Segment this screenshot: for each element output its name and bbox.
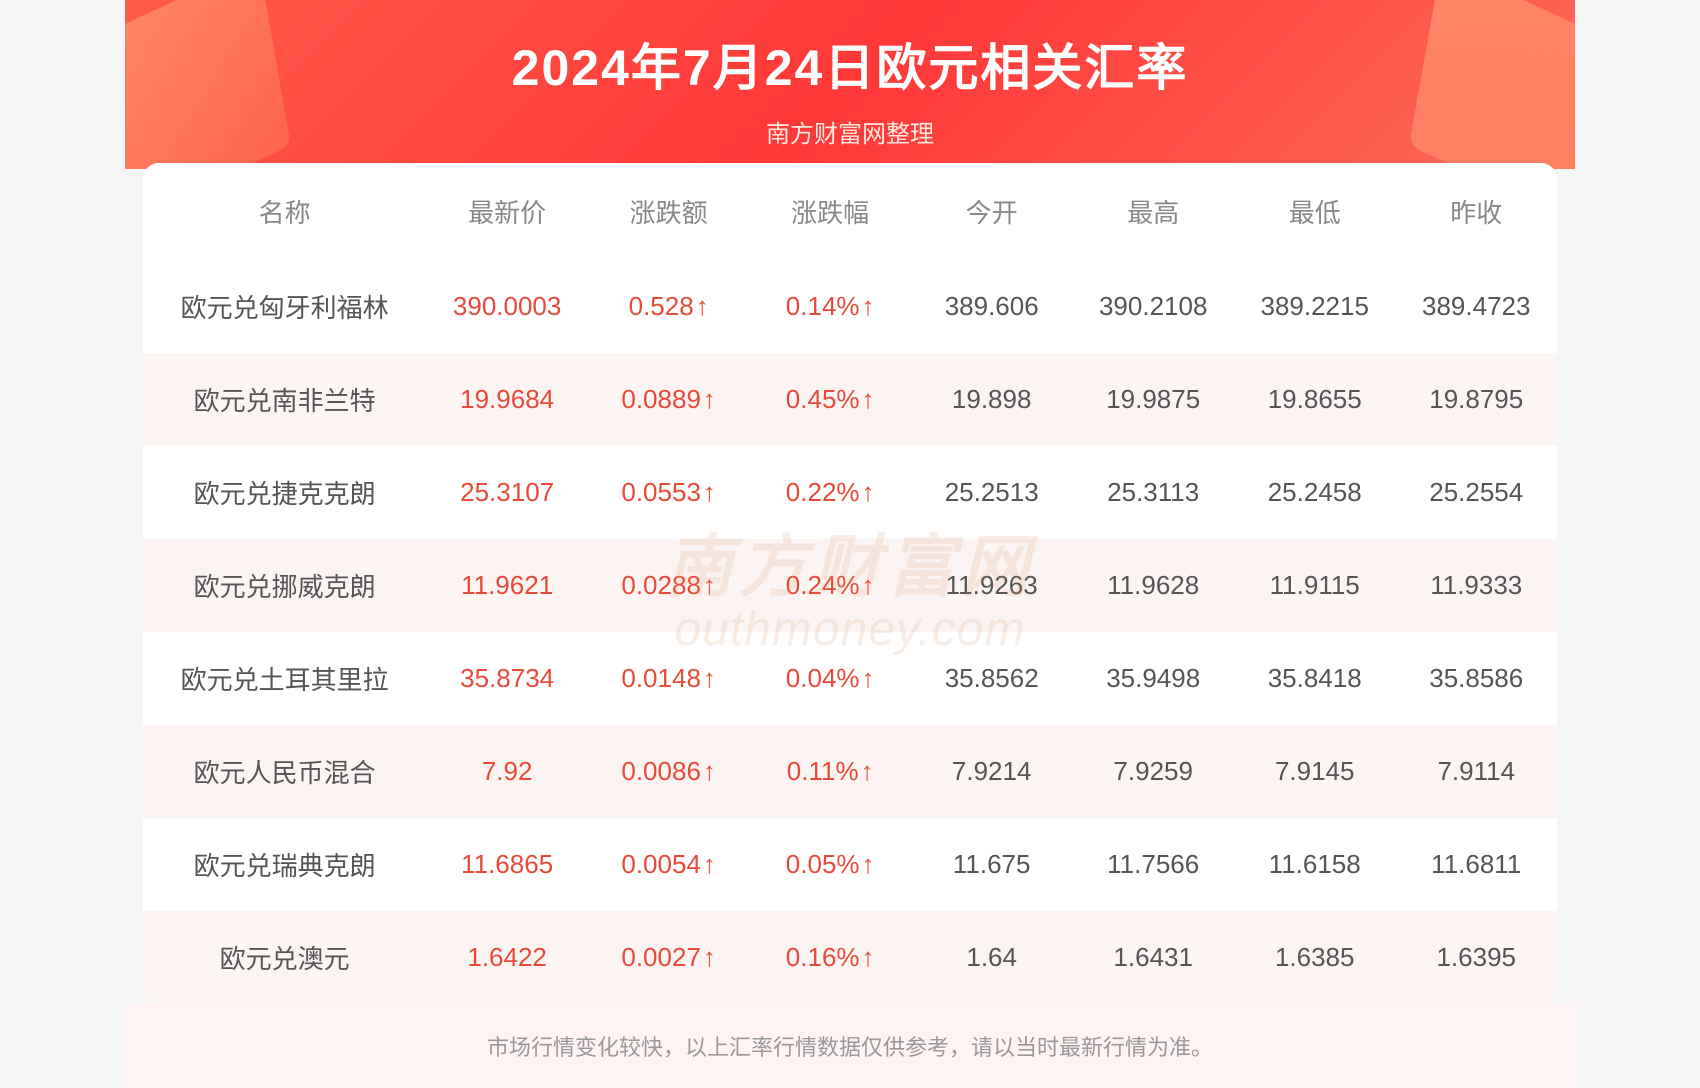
- cell-open: 25.2513: [911, 446, 1073, 539]
- table-row: 欧元兑澳元1.64220.00270.16%1.641.64311.63851.…: [143, 911, 1557, 1004]
- cell-open: 7.9214: [911, 725, 1073, 818]
- table-wrapper: 南方财富网 outhmoney.com 名称 最新价 涨跌额 涨跌幅 今开 最高…: [143, 163, 1557, 1004]
- col-high: 最高: [1072, 163, 1234, 260]
- cell-change-pct: 0.45%: [749, 353, 911, 446]
- cell-low: 11.6158: [1234, 818, 1396, 911]
- header: 2024年7月24日欧元相关汇率 南方财富网整理: [125, 0, 1575, 169]
- cell-latest: 1.6422: [426, 911, 588, 1004]
- cell-open: 11.9263: [911, 539, 1073, 632]
- table-row: 欧元兑土耳其里拉35.87340.01480.04%35.856235.9498…: [143, 632, 1557, 725]
- cell-latest: 390.0003: [426, 260, 588, 353]
- table-row: 欧元兑挪威克朗11.96210.02880.24%11.926311.96281…: [143, 539, 1557, 632]
- col-prev-close: 昨收: [1395, 163, 1557, 260]
- cell-open: 1.64: [911, 911, 1073, 1004]
- cell-latest: 19.9684: [426, 353, 588, 446]
- cell-name: 欧元兑挪威克朗: [143, 539, 426, 632]
- table-row: 欧元兑捷克克朗25.31070.05530.22%25.251325.31132…: [143, 446, 1557, 539]
- cell-change: 0.0553: [588, 446, 750, 539]
- cell-prev-close: 7.9114: [1395, 725, 1557, 818]
- cell-high: 1.6431: [1072, 911, 1234, 1004]
- cell-name: 欧元兑匈牙利福林: [143, 260, 426, 353]
- col-latest: 最新价: [426, 163, 588, 260]
- col-change-pct: 涨跌幅: [749, 163, 911, 260]
- cell-latest: 7.92: [426, 725, 588, 818]
- cell-open: 35.8562: [911, 632, 1073, 725]
- cell-high: 25.3113: [1072, 446, 1234, 539]
- exchange-rate-table: 名称 最新价 涨跌额 涨跌幅 今开 最高 最低 昨收 欧元兑匈牙利福林390.0…: [143, 163, 1557, 1004]
- cell-low: 19.8655: [1234, 353, 1396, 446]
- table-header: 名称 最新价 涨跌额 涨跌幅 今开 最高 最低 昨收: [143, 163, 1557, 260]
- cell-high: 11.7566: [1072, 818, 1234, 911]
- cell-change: 0.0288: [588, 539, 750, 632]
- cell-change-pct: 0.04%: [749, 632, 911, 725]
- cell-low: 25.2458: [1234, 446, 1396, 539]
- table-row: 欧元兑南非兰特19.96840.08890.45%19.89819.987519…: [143, 353, 1557, 446]
- cell-low: 11.9115: [1234, 539, 1396, 632]
- cell-change-pct: 0.14%: [749, 260, 911, 353]
- cell-change-pct: 0.16%: [749, 911, 911, 1004]
- table-row: 欧元兑匈牙利福林390.00030.5280.14%389.606390.210…: [143, 260, 1557, 353]
- cell-open: 389.606: [911, 260, 1073, 353]
- col-open: 今开: [911, 163, 1073, 260]
- cell-high: 35.9498: [1072, 632, 1234, 725]
- cell-name: 欧元兑瑞典克朗: [143, 818, 426, 911]
- rate-card: 2024年7月24日欧元相关汇率 南方财富网整理 南方财富网 outhmoney…: [125, 0, 1575, 1088]
- cell-latest: 35.8734: [426, 632, 588, 725]
- cell-change: 0.0027: [588, 911, 750, 1004]
- cell-change-pct: 0.24%: [749, 539, 911, 632]
- cell-high: 390.2108: [1072, 260, 1234, 353]
- cell-open: 11.675: [911, 818, 1073, 911]
- cell-prev-close: 11.6811: [1395, 818, 1557, 911]
- cell-change-pct: 0.22%: [749, 446, 911, 539]
- cell-change-pct: 0.11%: [749, 725, 911, 818]
- cell-low: 7.9145: [1234, 725, 1396, 818]
- cell-low: 389.2215: [1234, 260, 1396, 353]
- cell-name: 欧元兑南非兰特: [143, 353, 426, 446]
- cell-name: 欧元人民币混合: [143, 725, 426, 818]
- table-row: 欧元人民币混合7.920.00860.11%7.92147.92597.9145…: [143, 725, 1557, 818]
- cell-change: 0.0148: [588, 632, 750, 725]
- cell-high: 11.9628: [1072, 539, 1234, 632]
- cell-name: 欧元兑澳元: [143, 911, 426, 1004]
- col-name: 名称: [143, 163, 426, 260]
- cell-prev-close: 25.2554: [1395, 446, 1557, 539]
- cell-change: 0.528: [588, 260, 750, 353]
- cell-high: 19.9875: [1072, 353, 1234, 446]
- cell-prev-close: 1.6395: [1395, 911, 1557, 1004]
- cell-prev-close: 35.8586: [1395, 632, 1557, 725]
- footer-disclaimer: 市场行情变化较快，以上汇率行情数据仅供参考，请以当时最新行情为准。: [125, 1004, 1575, 1088]
- table-body: 欧元兑匈牙利福林390.00030.5280.14%389.606390.210…: [143, 260, 1557, 1004]
- cell-change: 0.0054: [588, 818, 750, 911]
- table-row: 欧元兑瑞典克朗11.68650.00540.05%11.67511.756611…: [143, 818, 1557, 911]
- cell-latest: 11.6865: [426, 818, 588, 911]
- cell-latest: 11.9621: [426, 539, 588, 632]
- page-subtitle: 南方财富网整理: [145, 114, 1555, 149]
- cell-prev-close: 11.9333: [1395, 539, 1557, 632]
- cell-open: 19.898: [911, 353, 1073, 446]
- cell-name: 欧元兑捷克克朗: [143, 446, 426, 539]
- col-change: 涨跌额: [588, 163, 750, 260]
- cell-latest: 25.3107: [426, 446, 588, 539]
- cell-low: 1.6385: [1234, 911, 1396, 1004]
- cell-name: 欧元兑土耳其里拉: [143, 632, 426, 725]
- cell-prev-close: 389.4723: [1395, 260, 1557, 353]
- cell-low: 35.8418: [1234, 632, 1396, 725]
- cell-high: 7.9259: [1072, 725, 1234, 818]
- cell-prev-close: 19.8795: [1395, 353, 1557, 446]
- cell-change-pct: 0.05%: [749, 818, 911, 911]
- col-low: 最低: [1234, 163, 1396, 260]
- cell-change: 0.0086: [588, 725, 750, 818]
- page-title: 2024年7月24日欧元相关汇率: [145, 28, 1555, 100]
- cell-change: 0.0889: [588, 353, 750, 446]
